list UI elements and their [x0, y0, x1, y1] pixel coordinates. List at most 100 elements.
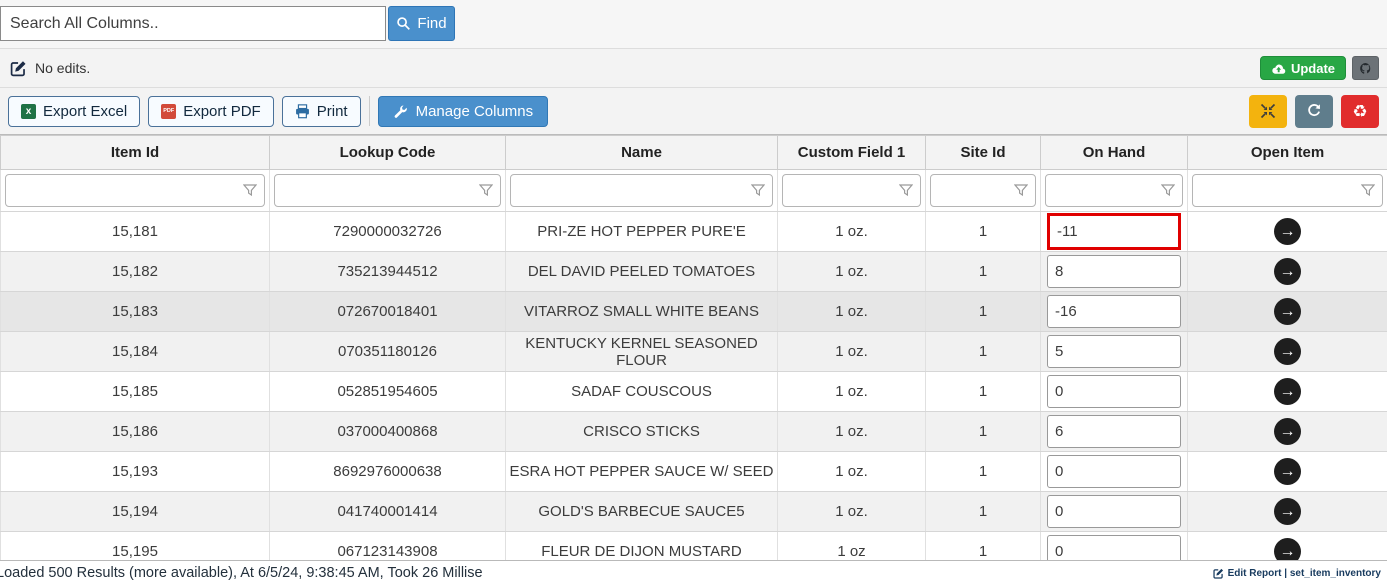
filter-input-lookup-code[interactable]: [274, 174, 501, 207]
status-bar: Loaded 500 Results (more available), At …: [0, 560, 1387, 585]
filter-input-on-hand[interactable]: [1045, 174, 1183, 207]
column-header-open-item[interactable]: Open Item: [1187, 135, 1387, 170]
cell-lookup-code: 072670018401: [269, 291, 506, 332]
wrench-icon: [393, 104, 408, 119]
open-item-button[interactable]: →: [1274, 258, 1301, 285]
search-icon: [396, 16, 411, 31]
recycle-icon: ♻: [1352, 101, 1368, 121]
cell-lookup-code: 052851954605: [269, 371, 506, 412]
edits-bar: No edits. Update: [0, 48, 1387, 88]
on-hand-input[interactable]: [1047, 295, 1181, 328]
cell-name: ESRA HOT PEPPER SAUCE W/ SEED: [505, 451, 778, 492]
open-item-button[interactable]: →: [1274, 418, 1301, 445]
table-row: 15,182 735213944512 DEL DAVID PEELED TOMAT…: [0, 251, 1387, 292]
find-button[interactable]: Find: [388, 6, 455, 41]
cell-item-id: 15,193: [0, 451, 270, 492]
cell-lookup-code: 041740001414: [269, 491, 506, 532]
filter-icon[interactable]: [243, 183, 257, 198]
github-icon: [1359, 62, 1372, 75]
excel-file-icon: [21, 103, 36, 119]
filter-input-name[interactable]: [510, 174, 773, 207]
find-button-label: Find: [417, 15, 447, 32]
cell-lookup-code: 735213944512: [269, 251, 506, 292]
filter-icon[interactable]: [1014, 183, 1028, 198]
export-excel-button[interactable]: Export Excel: [8, 95, 141, 127]
on-hand-input[interactable]: [1047, 335, 1181, 368]
table-row: 15,181 7290000032726 PRI-ZE HOT PEPPER PUR…: [0, 211, 1387, 252]
cell-site-id: 1: [925, 291, 1041, 332]
open-item-button[interactable]: →: [1274, 498, 1301, 525]
column-header-item-id[interactable]: Item Id: [0, 135, 270, 170]
filter-input-custom-field-1[interactable]: [782, 174, 921, 207]
update-button[interactable]: Update: [1259, 56, 1346, 80]
edits-status-text: No edits.: [35, 60, 91, 76]
cell-custom-field-1: 1 oz.: [777, 251, 926, 292]
cell-name: GOLD'S BARBECUE SAUCE5: [505, 491, 778, 532]
print-label: Print: [316, 102, 348, 120]
on-hand-input[interactable]: [1047, 255, 1181, 288]
on-hand-input[interactable]: [1047, 455, 1181, 488]
inventory-table: Item Id Lookup Code Name Custom Field 1 Site…: [0, 135, 1387, 560]
filter-icon[interactable]: [1161, 183, 1175, 198]
arrow-right-icon: →: [1279, 263, 1296, 280]
cell-custom-field-1: 1 oz.: [777, 491, 926, 532]
column-header-site-id[interactable]: Site Id: [925, 135, 1041, 170]
table-row: 15,183 072670018401 VITARROZ SMALL WHITE B…: [0, 291, 1387, 332]
column-header-lookup-code[interactable]: Lookup Code: [269, 135, 506, 170]
open-item-button[interactable]: →: [1274, 218, 1301, 245]
filter-icon[interactable]: [899, 183, 913, 198]
on-hand-input[interactable]: [1047, 495, 1181, 528]
table-row: 15,193 8692976000638 ESRA HOT PEPPER SAUCE…: [0, 451, 1387, 492]
cell-item-id: 15,181: [0, 211, 270, 252]
on-hand-input[interactable]: [1047, 375, 1181, 408]
filter-input-item-id[interactable]: [5, 174, 265, 207]
cell-lookup-code: 7290000032726: [269, 211, 506, 252]
cell-name: SADAF COUSCOUS: [505, 371, 778, 412]
filter-icon[interactable]: [751, 183, 765, 198]
compress-icon: [1260, 103, 1276, 119]
open-item-button[interactable]: →: [1274, 338, 1301, 365]
search-input[interactable]: [0, 6, 386, 41]
filter-input-open-item[interactable]: [1192, 174, 1383, 207]
column-header-on-hand[interactable]: On Hand: [1040, 135, 1188, 170]
cell-site-id: 1: [925, 531, 1041, 560]
manage-columns-button[interactable]: Manage Columns: [377, 95, 549, 127]
compress-button[interactable]: [1249, 94, 1287, 128]
refresh-button[interactable]: [1295, 94, 1333, 128]
cell-name: VITARROZ SMALL WHITE BEANS: [505, 291, 778, 332]
arrow-right-icon: →: [1279, 303, 1296, 320]
cell-item-id: 15,183: [0, 291, 270, 332]
filter-icon[interactable]: [479, 183, 493, 198]
open-item-button[interactable]: →: [1274, 298, 1301, 325]
filter-input-site-id[interactable]: [930, 174, 1036, 207]
toolbar: Export Excel Export PDF Print Manage Col…: [0, 88, 1387, 135]
cell-custom-field-1: 1 oz.: [777, 411, 926, 452]
open-item-button[interactable]: →: [1274, 458, 1301, 485]
github-button[interactable]: [1352, 56, 1379, 80]
export-pdf-button[interactable]: Export PDF: [148, 95, 274, 127]
on-hand-input[interactable]: [1047, 415, 1181, 448]
arrow-right-icon: →: [1279, 223, 1296, 240]
refresh-icon: [1306, 103, 1322, 119]
cell-custom-field-1: 1 oz.: [777, 211, 926, 252]
arrow-right-icon: →: [1279, 503, 1296, 520]
filter-icon[interactable]: [1361, 183, 1375, 198]
cell-item-id: 15,184: [0, 331, 270, 372]
column-header-custom-field-1[interactable]: Custom Field 1: [777, 135, 926, 170]
cell-site-id: 1: [925, 491, 1041, 532]
edit-report-link[interactable]: Edit Report | set_item_inventory: [1213, 568, 1387, 579]
cell-site-id: 1: [925, 211, 1041, 252]
on-hand-input[interactable]: [1047, 535, 1181, 560]
recycle-button[interactable]: ♻: [1341, 94, 1379, 128]
open-item-button[interactable]: →: [1274, 538, 1301, 560]
edit-icon: [10, 60, 27, 77]
export-excel-label: Export Excel: [43, 102, 128, 120]
arrow-right-icon: →: [1279, 463, 1296, 480]
table-row: 15,184 070351180126 KENTUCKY KERNEL SEASON…: [0, 331, 1387, 372]
on-hand-input[interactable]: [1047, 213, 1181, 250]
cell-lookup-code: 067123143908: [269, 531, 506, 560]
print-button[interactable]: Print: [281, 95, 361, 127]
column-header-name[interactable]: Name: [505, 135, 778, 170]
cell-custom-field-1: 1 oz: [777, 531, 926, 560]
open-item-button[interactable]: →: [1274, 378, 1301, 405]
